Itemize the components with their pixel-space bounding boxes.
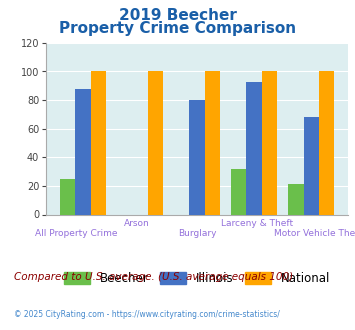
Text: Property Crime Comparison: Property Crime Comparison [59, 21, 296, 36]
Text: Larceny & Theft: Larceny & Theft [221, 219, 294, 228]
Bar [148, 72, 163, 214]
Bar [75, 89, 91, 214]
Bar [91, 72, 106, 214]
Bar [288, 184, 304, 215]
Legend: Beecher, Illinois, National: Beecher, Illinois, National [64, 272, 330, 285]
Bar [304, 117, 319, 214]
Bar [189, 100, 205, 214]
Text: Arson: Arson [124, 219, 149, 228]
Bar [205, 72, 220, 214]
Text: All Property Crime: All Property Crime [35, 229, 118, 238]
Text: Compared to U.S. average. (U.S. average equals 100): Compared to U.S. average. (U.S. average … [14, 272, 293, 282]
Bar [319, 72, 334, 214]
Bar [262, 72, 277, 214]
Text: © 2025 CityRating.com - https://www.cityrating.com/crime-statistics/: © 2025 CityRating.com - https://www.city… [14, 310, 280, 319]
Text: Burglary: Burglary [178, 229, 216, 238]
Bar [231, 169, 246, 214]
Bar [60, 179, 75, 214]
Text: 2019 Beecher: 2019 Beecher [119, 8, 236, 23]
Text: Motor Vehicle Theft: Motor Vehicle Theft [274, 229, 355, 238]
Bar [246, 82, 262, 214]
